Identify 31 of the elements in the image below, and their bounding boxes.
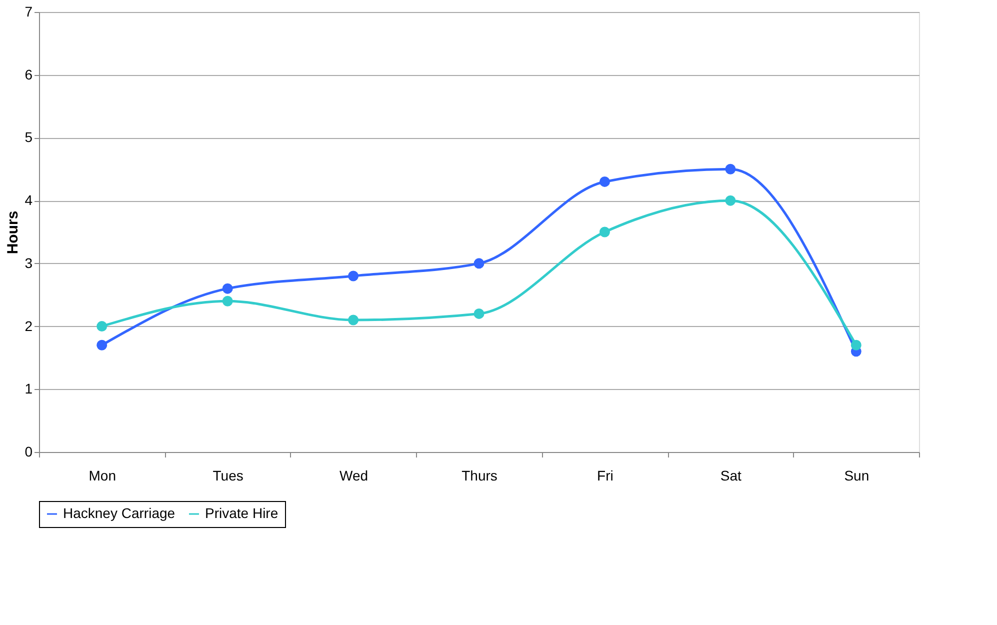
- x-tick-label: Mon: [88, 468, 116, 484]
- point: [850, 340, 862, 350]
- point: [222, 283, 233, 294]
- legend-label: Hackney Carriage: [63, 505, 176, 521]
- y-tick-label: 4: [24, 192, 33, 208]
- x-tick-label: Wed: [340, 468, 368, 484]
- point: [474, 308, 484, 319]
- y-tick-label: 5: [24, 129, 33, 146]
- y-tick-label: 2: [24, 318, 33, 334]
- point: [348, 270, 359, 282]
- x-tick-label: Sun: [844, 468, 870, 484]
- y-axis-title: Hours: [4, 210, 22, 254]
- point: [599, 226, 610, 238]
- x-tick-label: Fri: [597, 468, 614, 484]
- point: [96, 321, 108, 332]
- point: [96, 340, 108, 350]
- point: [725, 164, 736, 174]
- point: [725, 195, 736, 206]
- y-tick-label: 7: [24, 4, 33, 20]
- point: [599, 176, 610, 187]
- legend-label: Private Hire: [205, 505, 278, 521]
- y-tick-label: 1: [24, 380, 33, 397]
- point: [474, 258, 484, 269]
- y-tick-label: 0: [24, 444, 33, 460]
- point: [222, 296, 233, 306]
- x-tick-label: Tues: [212, 468, 244, 484]
- x-tick-label: Thurs: [462, 468, 498, 484]
- y-tick-label: 6: [24, 66, 33, 82]
- point: [348, 314, 359, 326]
- x-tick-label: Sat: [720, 468, 742, 484]
- y-tick-label: 3: [24, 254, 33, 271]
